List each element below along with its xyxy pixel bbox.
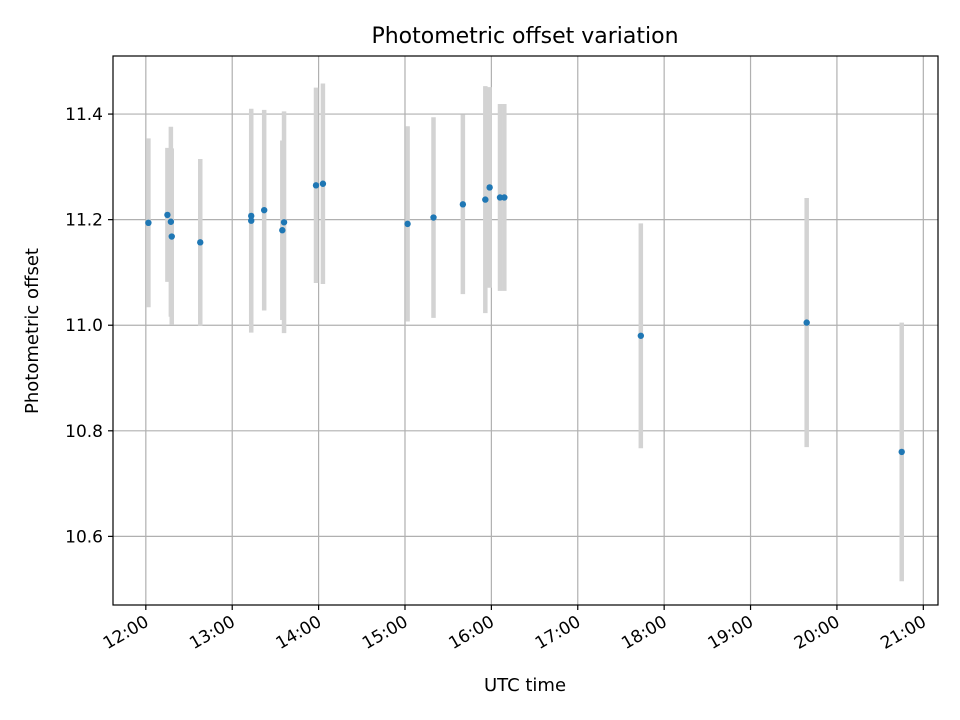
data-point — [482, 196, 489, 203]
data-point — [248, 217, 255, 224]
x-tick-label: 18:00 — [618, 612, 670, 654]
data-point — [312, 182, 320, 189]
x-tick-label: 14:00 — [273, 612, 325, 654]
x-tick-label: 17:00 — [532, 612, 584, 654]
y-tick-label: 11.4 — [65, 105, 103, 125]
data-point — [280, 219, 288, 226]
x-tick-label: 20:00 — [791, 612, 843, 654]
data-point — [898, 448, 905, 456]
data-point — [167, 218, 175, 225]
data-point — [319, 180, 327, 187]
data-point — [486, 184, 493, 191]
data-points — [145, 180, 905, 456]
x-tick-label: 15:00 — [359, 612, 411, 654]
error-bars — [146, 83, 904, 582]
y-axis-label: Photometric offset — [22, 248, 43, 414]
x-axis-label: UTC time — [484, 675, 566, 696]
data-point — [459, 201, 467, 208]
data-point — [145, 219, 152, 227]
y-tick-label: 11.2 — [65, 211, 103, 231]
grid — [113, 56, 938, 605]
y-tick-label: 11.0 — [65, 316, 103, 336]
data-point — [803, 319, 810, 326]
data-point — [197, 239, 204, 246]
x-axis-ticks: 12:00 13:00 14:00 15:00 16:00 17:00 18:00 19:00… — [100, 605, 930, 654]
data-point — [279, 227, 286, 234]
x-tick-label: 13:00 — [186, 612, 238, 654]
data-point — [168, 233, 175, 240]
chart-title: Photometric offset variation — [371, 24, 678, 49]
data-point — [501, 194, 508, 201]
x-tick-label: 16:00 — [445, 612, 497, 654]
x-tick-label: 12:00 — [100, 612, 152, 654]
x-tick-label: 21:00 — [877, 612, 929, 654]
data-point — [430, 214, 437, 221]
x-tick-label: 19:00 — [705, 612, 757, 654]
y-tick-label: 10.8 — [65, 422, 103, 442]
y-axis-ticks: 10.6 10.8 11.0 11.2 11.4 — [65, 105, 113, 547]
data-point — [637, 332, 645, 339]
y-tick-label: 10.6 — [65, 527, 103, 547]
data-point — [260, 206, 268, 214]
data-point — [404, 220, 411, 228]
data-point — [248, 212, 255, 220]
plot-frame — [112, 55, 939, 606]
data-point — [164, 211, 171, 219]
